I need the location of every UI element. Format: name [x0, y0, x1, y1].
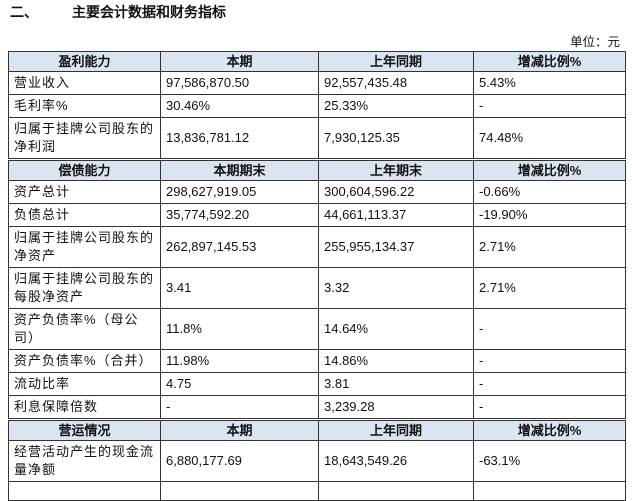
label-cell: 营业收入	[8, 71, 161, 95]
blank-cell	[473, 481, 626, 501]
value-cell: 262,897,145.53	[160, 226, 319, 268]
value-cell: 11.8%	[160, 308, 319, 350]
value-cell: 255,955,134.37	[318, 226, 474, 268]
value-cell: 30.46%	[160, 94, 319, 118]
value-cell: 4.75	[160, 372, 319, 396]
data-row: 归属于挂牌公司股东的净资产 262,897,145.53 255,955,134.3…	[8, 226, 626, 268]
data-row: 流动比率 4.75 3.81-	[8, 372, 626, 396]
data-row: 资产负债率%（合并） 11.98% 14.86% -	[8, 349, 626, 373]
value-cell: -0.66%	[473, 180, 626, 204]
header-cell: 本期	[160, 418, 319, 441]
label-cell: 资产负债率%（母公司）	[8, 308, 161, 350]
value-cell: 35,774,592.20	[160, 203, 319, 227]
value-cell: 44,661,113.37	[318, 203, 474, 227]
label-cell: 利息保障倍数	[8, 395, 161, 420]
value-cell: 3.41	[160, 267, 319, 309]
value-cell: 3.32	[318, 267, 474, 309]
section-header-row: 偿债能力 本期期末 上年期末 增减比例%	[8, 158, 626, 181]
section-number: 二、	[10, 4, 38, 20]
value-cell: 13,836,781.12	[160, 117, 319, 160]
value-cell: 3.81	[318, 372, 474, 396]
value-cell: 5.43%	[473, 71, 626, 95]
value-cell: 2.71%	[473, 226, 626, 268]
label-cell: 归属于挂牌公司股东的净利润	[8, 117, 161, 160]
unit-label: 单位：元	[569, 35, 620, 49]
header-cell: 本期	[160, 51, 319, 72]
value-cell: -19.90%	[473, 203, 626, 227]
section-header-row: 盈利能力 本期 上年同期 增减比例%	[8, 51, 626, 72]
section-heading: 二、 主要会计数据和财务指标	[10, 2, 226, 22]
value-cell: 74.48%	[473, 117, 626, 160]
data-row: 归属于挂牌公司股东的每股净资产 3.41 3.32 2.71%	[8, 267, 626, 309]
blank-row	[8, 481, 626, 501]
data-row: 负债总计 35,774,592.20 44,661,113.37 -19.90%	[8, 203, 626, 227]
blank-cell	[318, 481, 474, 501]
data-row: 经营活动产生的现金流量净额 6,880,177.69 18,643,549.26 -6…	[8, 440, 626, 482]
value-cell: -63.1%	[473, 440, 626, 482]
value-cell: -	[473, 94, 626, 118]
blank-cell	[160, 481, 319, 501]
value-cell: -	[473, 308, 626, 350]
data-row: 营业收入 97,586,870.50 92,557,435.48 5.43%	[8, 71, 626, 95]
header-cell: 偿债能力	[8, 158, 161, 181]
financial-table: 盈利能力 本期 上年同期 增减比例% 营业收入 97,586,870.50 92,557,4…	[8, 51, 626, 501]
value-cell: 3,239.28	[318, 395, 474, 420]
data-row: 资产总计 298,627,919.05 300,604,596.22 -0.66%	[8, 180, 626, 204]
value-cell: 18,643,549.26	[318, 440, 474, 482]
value-cell: -	[160, 395, 319, 420]
header-cell: 上年同期	[318, 418, 474, 441]
header-cell: 上年同期	[318, 51, 474, 72]
header-cell: 增减比例%	[473, 51, 626, 72]
value-cell: -	[473, 349, 626, 373]
value-cell: 92,557,435.48	[318, 71, 474, 95]
header-cell: 本期期末	[160, 158, 319, 181]
label-cell: 资产总计	[8, 180, 161, 204]
value-cell: -	[473, 372, 626, 396]
page: 二、 主要会计数据和财务指标 单位：元 盈利能力 本期 上年同期 增减比例% 营业收入 97…	[8, 2, 626, 501]
value-cell: 14.86%	[318, 349, 474, 373]
value-cell: 300,604,596.22	[318, 180, 474, 204]
data-row: 归属于挂牌公司股东的净利润 13,836,781.12 7,930,125.35 74…	[8, 117, 626, 160]
value-cell: 14.64%	[318, 308, 474, 350]
label-cell: 资产负债率%（合并）	[8, 349, 161, 373]
value-cell: 7,930,125.35	[318, 117, 474, 160]
data-row: 利息保障倍数 -3,239.28-	[8, 395, 626, 420]
value-cell: 6,880,177.69	[160, 440, 319, 482]
section-header-row: 营运情况 本期 上年同期 增减比例%	[8, 418, 626, 441]
label-cell: 流动比率	[8, 372, 161, 396]
header-cell: 上年期末	[318, 158, 474, 181]
header-cell: 增减比例%	[473, 418, 626, 441]
blank-cell	[8, 481, 161, 501]
value-cell: -	[473, 395, 626, 420]
value-cell: 25.33%	[318, 94, 474, 118]
value-cell: 11.98%	[160, 349, 319, 373]
value-cell: 2.71%	[473, 267, 626, 309]
label-cell: 归属于挂牌公司股东的净资产	[8, 226, 161, 268]
value-cell: 97,586,870.50	[160, 71, 319, 95]
data-row: 资产负债率%（母公司） 11.8% 14.64% -	[8, 308, 626, 350]
header-cell: 增减比例%	[473, 158, 626, 181]
data-row: 毛利率% 30.46% 25.33% -	[8, 94, 626, 118]
label-cell: 经营活动产生的现金流量净额	[8, 440, 161, 482]
label-cell: 归属于挂牌公司股东的每股净资产	[8, 267, 161, 309]
label-cell: 负债总计	[8, 203, 161, 227]
header-cell: 盈利能力	[8, 51, 161, 72]
label-cell: 毛利率%	[8, 94, 161, 118]
section-title: 主要会计数据和财务指标	[72, 4, 226, 20]
header-cell: 营运情况	[8, 418, 161, 441]
value-cell: 298,627,919.05	[160, 180, 319, 204]
